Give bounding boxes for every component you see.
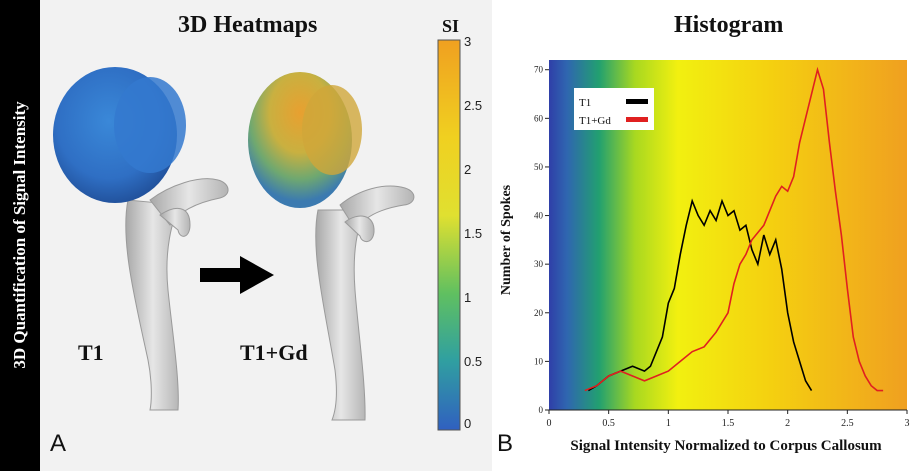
y-axis-label: Number of Spokes: [499, 184, 514, 295]
panel-b-letter: B: [497, 430, 514, 457]
panel-a-title: 3D Heatmaps: [178, 12, 318, 38]
series-line-t1-gd: [584, 66, 884, 392]
side-title-bar: 3D Quantification of Signal Intensity: [0, 0, 40, 471]
side-title: 3D Quantification of Signal Intensity: [10, 101, 29, 369]
legend-label: T1: [579, 97, 591, 109]
x-tick-label: 3: [905, 418, 910, 429]
legend-swatch: [626, 99, 648, 104]
x-tick-label: 1.5: [722, 418, 735, 429]
x-tick-label: 2: [785, 418, 790, 429]
legend-label: T1+Gd: [579, 115, 611, 127]
y-tick-label: 70: [534, 65, 544, 75]
colorbar: [437, 39, 461, 431]
series-line-t1: [587, 198, 813, 392]
colorbar-tick: 1: [464, 290, 472, 305]
colorbar-tick: 0: [464, 416, 472, 431]
x-tick-label: 1: [666, 418, 671, 429]
panel-a-letter: A: [50, 430, 67, 457]
t1gd-vessel: [315, 185, 415, 421]
histogram-chart: 0 10 20 30 40 50 60 70 0 0.5 1 1.5 2 2.5 3 T1 T1+Gd Nu…: [499, 60, 910, 454]
t1-label: T1: [78, 340, 104, 365]
y-tick-label: 50: [534, 162, 544, 172]
x-tick-label: 2.5: [841, 418, 854, 429]
x-axis: 0 0.5 1 1.5 2 2.5 3: [547, 409, 910, 429]
series-lines: [584, 66, 884, 392]
y-tick-label: 60: [534, 113, 544, 123]
y-tick-label: 40: [534, 211, 544, 221]
y-tick-label: 10: [534, 356, 544, 366]
right-arrow-icon: [200, 256, 274, 294]
legend: T1 T1+Gd: [574, 88, 654, 130]
y-tick-label: 30: [534, 259, 544, 269]
t1-vessel: [125, 178, 229, 411]
t1gd-aneurysm-lobe: [302, 85, 362, 175]
x-tick-label: 0: [547, 418, 552, 429]
colorbar-tick: 2.5: [464, 98, 483, 113]
panel-b-title: Histogram: [674, 12, 784, 38]
colorbar-tick: 2: [464, 162, 472, 177]
y-tick-label: 20: [534, 308, 544, 318]
y-axis: 0 10 20 30 40 50 60 70: [534, 65, 549, 415]
colorbar-tick: 0.5: [464, 354, 483, 369]
y-tick-label: 0: [539, 405, 544, 415]
x-axis-label: Signal Intensity Normalized to Corpus Ca…: [570, 438, 882, 454]
colorbar-tick: 1.5: [464, 226, 483, 241]
heatmap-renders: [53, 39, 461, 431]
t1-aneurysm-lobe: [114, 77, 186, 173]
x-tick-label: 0.5: [602, 418, 615, 429]
legend-swatch: [626, 117, 648, 122]
legend-box: [574, 88, 654, 130]
colorbar-label: SI: [442, 16, 460, 36]
t1gd-label: T1+Gd: [240, 340, 308, 365]
colorbar-tick: 3: [464, 34, 472, 49]
